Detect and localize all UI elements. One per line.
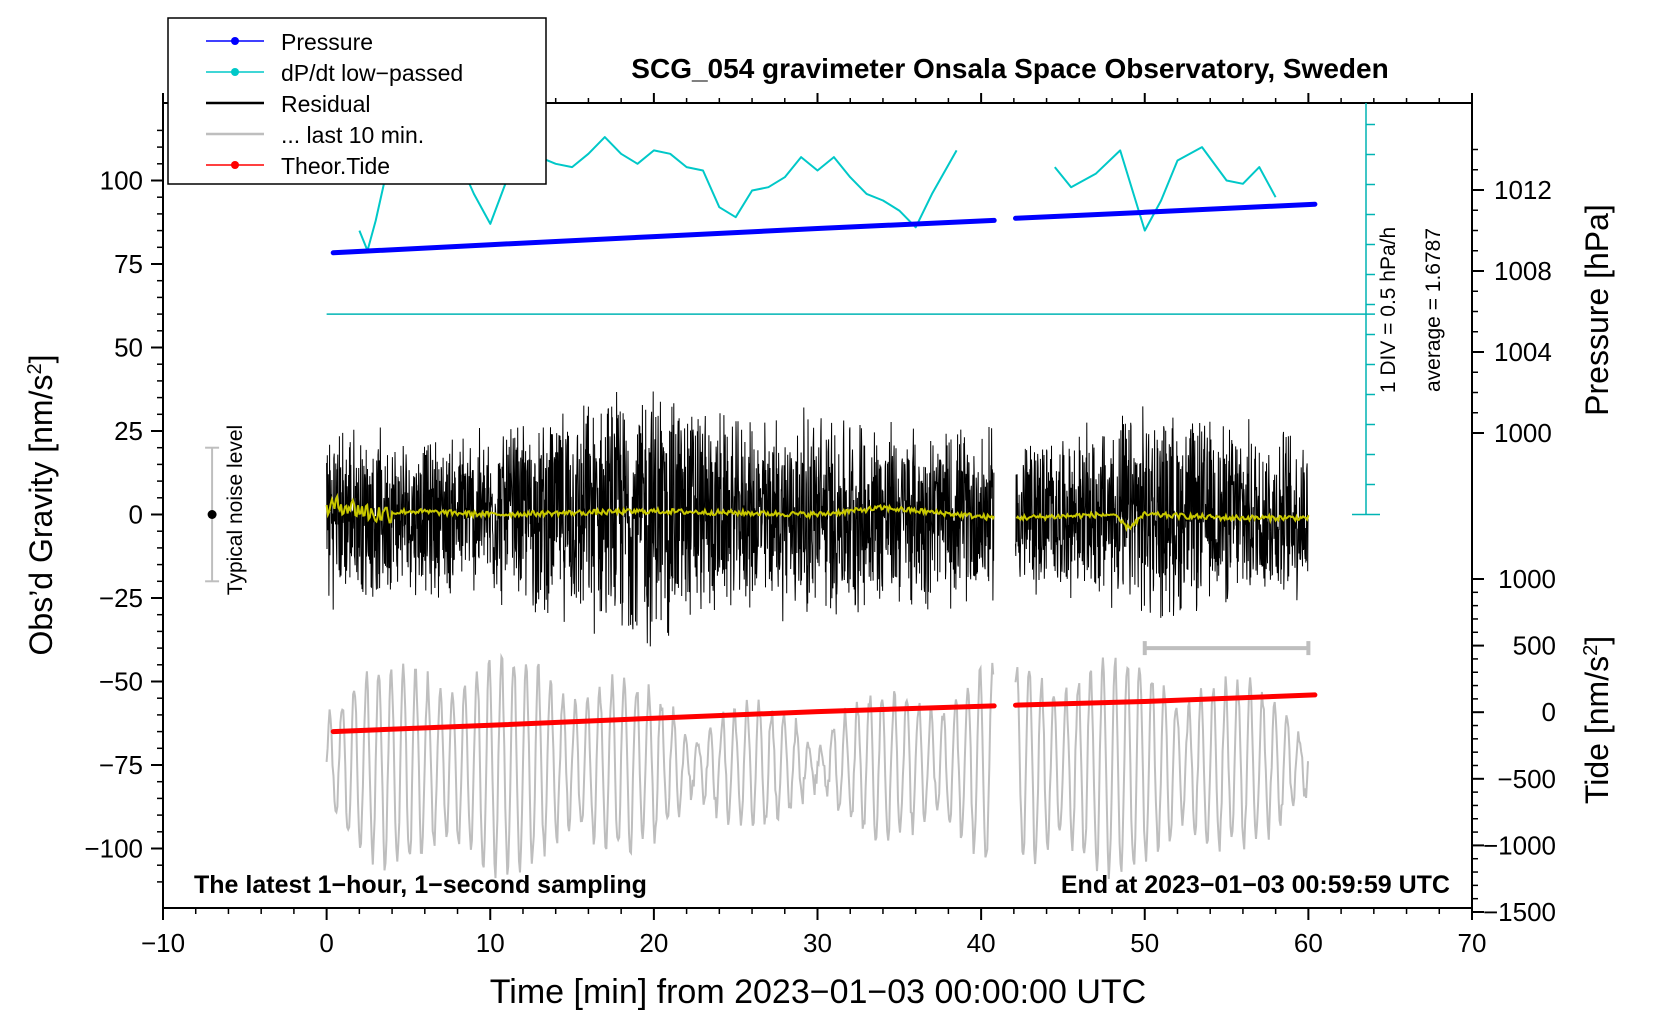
- legend-box: [167, 17, 547, 185]
- tide-tick-label: 0: [1542, 697, 1556, 727]
- residual-trace: [326, 391, 995, 647]
- y-tick-label: −100: [84, 834, 143, 864]
- y-tick-label: 25: [114, 416, 143, 446]
- footer-left-annotation: The latest 1−hour, 1−second sampling: [194, 871, 647, 899]
- x-tick-label: 0: [319, 928, 333, 958]
- y-tick-label: 100: [100, 166, 143, 196]
- pressure-tick-label: 1004: [1494, 337, 1552, 367]
- div-scale-label: 1 DIV = 0.5 hPa/h: [1377, 227, 1400, 393]
- y-tick-label: 50: [114, 333, 143, 363]
- x-tick-label: 20: [639, 928, 668, 958]
- tide-tick-label: 1000: [1498, 564, 1556, 594]
- legend-item-label: Pressure: [281, 29, 373, 55]
- x-tick-label: 40: [967, 928, 996, 958]
- tide-tick-label: 500: [1513, 631, 1556, 661]
- x-tick-label: 30: [803, 928, 832, 958]
- y-tick-label: 75: [114, 249, 143, 279]
- legend-item-label: dP/dt low−passed: [281, 60, 463, 86]
- noise-level-marker: [207, 510, 217, 519]
- y-axis-label-tide: Tide [nm/s2]: [1579, 636, 1615, 804]
- axes-group: −10 0 10 20 30 40 50 60 701007550250−25−50−75−10…: [84, 93, 1556, 958]
- x-tick-label: 60: [1294, 928, 1323, 958]
- last-10-min-trace: [1014, 657, 1309, 880]
- x-tick-label: 10: [476, 928, 505, 958]
- average-label: average = 1.6787: [1422, 228, 1445, 392]
- y-tick-label: −25: [99, 583, 143, 613]
- tide-tick-label: −500: [1497, 764, 1556, 794]
- x-tick-label: −10: [141, 928, 185, 958]
- legend-item-label: ... last 10 min.: [281, 122, 424, 148]
- y-tick-label: −75: [99, 750, 143, 780]
- legend-item-label: Theor.Tide: [281, 153, 390, 179]
- noise-level-label: Typical noise level: [224, 425, 247, 595]
- legend-swatch-marker: [231, 37, 239, 45]
- pressure-tick-label: 1012: [1494, 175, 1552, 205]
- tide-tick-label: −1000: [1483, 830, 1556, 860]
- pressure-tick-label: 1000: [1494, 418, 1552, 448]
- footer-right-annotation: End at 2023−01−03 00:59:59 UTC: [1061, 871, 1450, 899]
- legend-item-label: Residual: [281, 91, 371, 117]
- residual-trace: [1015, 406, 1309, 618]
- y-tick-label: 0: [129, 500, 143, 530]
- chart-title: SCG_054 gravimeter Onsala Space Observat…: [631, 53, 1388, 84]
- x-axis-label: Time [min] from 2023−01−03 00:00:00 UTC: [490, 973, 1146, 1011]
- y-axis-label-left: Obs’d Gravity [nm/s2]: [23, 355, 59, 656]
- legend-swatch-marker: [231, 68, 239, 76]
- y-axis-label-pressure: Pressure [hPa]: [1579, 204, 1615, 416]
- residual-lowpass-trace: [325, 492, 1310, 533]
- legend-swatch-marker: [231, 161, 239, 169]
- data-group: [205, 102, 1380, 880]
- legend: Pressure dP/dt low−passed Residual ... last…: [167, 17, 547, 185]
- x-tick-label: 70: [1458, 928, 1487, 958]
- tide-tick-label: −1500: [1483, 897, 1556, 927]
- x-tick-label: 50: [1130, 928, 1159, 958]
- pressure-tick-label: 1008: [1494, 256, 1552, 286]
- tide-trace: [330, 692, 1318, 735]
- last-10-min-trace: [325, 652, 995, 879]
- pressure-trace: [330, 201, 1318, 256]
- y-tick-label: −50: [99, 667, 143, 697]
